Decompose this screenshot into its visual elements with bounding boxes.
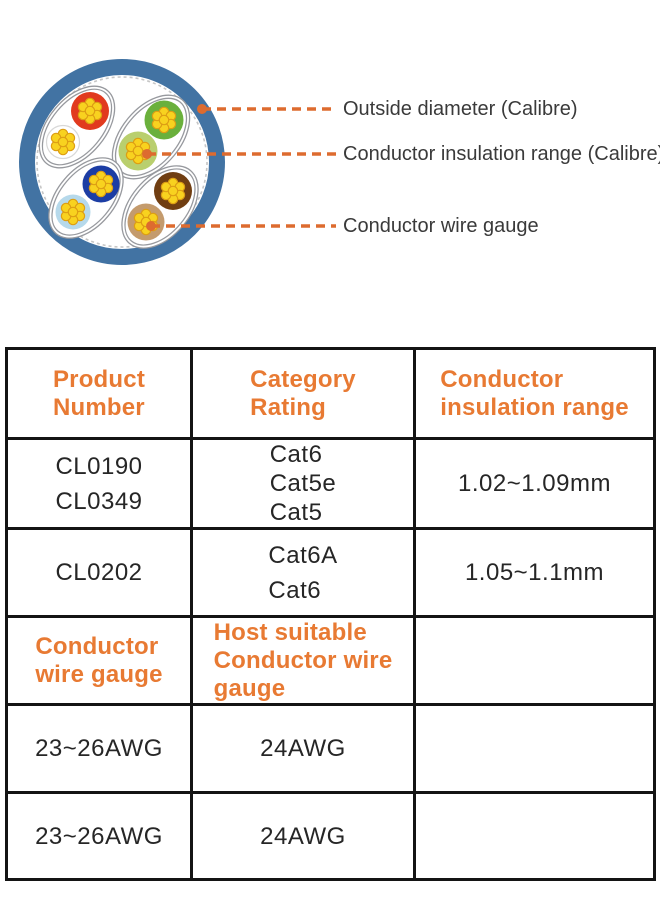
header-conductor-insulation-range: Conductor insulation range: [413, 347, 656, 440]
cell-category-rating-2: Cat6A Cat6: [190, 527, 416, 618]
table-row-gauge-1: 23~26AWG 24AWG: [5, 703, 656, 794]
cell-product-numbers-1: CL0190 CL0349: [5, 437, 193, 530]
cell-insulation-range-1: 1.02~1.09mm: [413, 437, 656, 530]
leader-dot-outside-diameter: [197, 104, 207, 114]
leader-dots: [142, 104, 207, 231]
header-host-suitable-wire-gauge: Host suitable Conductor wire gauge: [190, 615, 416, 706]
cell-product-numbers-2: CL0202: [5, 527, 193, 618]
cell-insulation-range-2: 1.05~1.1mm: [413, 527, 656, 618]
label-conductor-insulation-range: Conductor insulation range (Calibre): [343, 143, 660, 165]
leader-lines: [147, 107, 336, 228]
header-conductor-wire-gauge: Conductor wire gauge: [5, 615, 193, 706]
wire-pair-blue: [48, 157, 124, 239]
cell-host-gauge-1: 24AWG: [190, 703, 416, 794]
cell-category-rating-1: Cat6 Cat5e Cat5: [190, 437, 416, 530]
leader-dot-insulation-range: [142, 149, 152, 159]
header-product-number: Product Number: [5, 347, 193, 440]
cell-wire-gauge-1: 23~26AWG: [5, 703, 193, 794]
cell-wire-gauge-2: 23~26AWG: [5, 791, 193, 881]
header-empty-cell: [413, 615, 656, 706]
table-header-row-gauge: Conductor wire gauge Host suitable Condu…: [5, 615, 656, 706]
cable-cross-section-diagram: [19, 59, 336, 265]
label-conductor-wire-gauge: Conductor wire gauge: [343, 215, 539, 237]
cell-empty-2: [413, 791, 656, 881]
cell-host-gauge-2: 24AWG: [190, 791, 416, 881]
wire-pair-orange: [38, 85, 116, 169]
leader-dot-wire-gauge: [146, 221, 156, 231]
table-row-cl0190: CL0190 CL0349 Cat6 Cat5e Cat5 1.02~1.09m…: [5, 437, 656, 530]
table-row-gauge-2: 23~26AWG 24AWG: [5, 791, 656, 881]
cable-spec-table: Product Number Category Rating Conductor…: [5, 347, 656, 881]
table-row-cl0202: CL0202 Cat6A Cat6 1.05~1.1mm: [5, 527, 656, 618]
label-outside-diameter: Outside diameter (Calibre): [343, 98, 578, 120]
table-header-row-products: Product Number Category Rating Conductor…: [5, 347, 656, 440]
header-category-rating: Category Rating: [190, 347, 416, 440]
cell-empty-1: [413, 703, 656, 794]
wire-pair-green: [111, 94, 191, 180]
